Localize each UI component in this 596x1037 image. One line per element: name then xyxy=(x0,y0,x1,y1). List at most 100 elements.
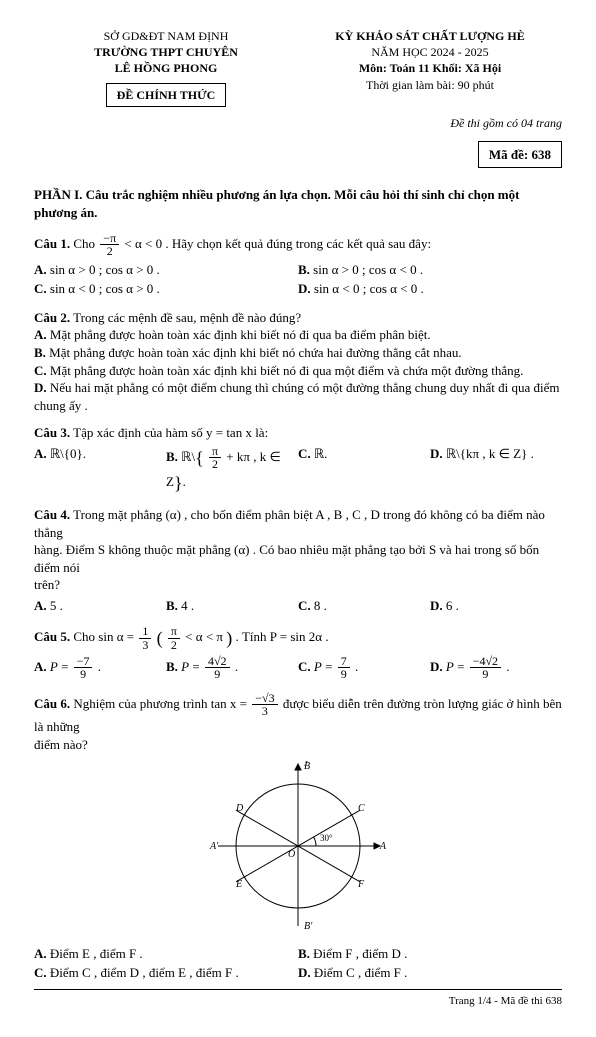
q3-d-text: ℝ\{kπ , k ∈ Z} . xyxy=(446,446,534,461)
q4-options: A. 5 . B. 4 . C. 8 . D. 6 . xyxy=(34,596,562,616)
q4-d-text: 6 . xyxy=(446,598,459,613)
q5-d-den: 9 xyxy=(470,668,501,681)
q1-options: A. sin α > 0 ; cos α > 0 . B. sin α > 0 … xyxy=(34,260,562,299)
q5-a-num: −7 xyxy=(74,655,93,669)
q6-pre: Nghiệm của phương trình tan x = xyxy=(73,696,250,711)
unit-circle-svg: A A' B B' C D E F O 30° y xyxy=(208,761,388,931)
q5-dom-den: 2 xyxy=(168,639,180,652)
q1-opt-c: C. sin α < 0 ; cos α > 0 . xyxy=(34,279,298,299)
q6-b-text: Điểm F , điểm D . xyxy=(313,946,407,961)
q5-pre: Cho sin α = xyxy=(73,630,137,645)
q1-post: . Hãy chọn kết quả đúng trong các kết qu… xyxy=(165,236,431,251)
header-left: SỞ GD&ĐT NAM ĐỊNH TRƯỜNG THPT CHUYÊN LÊ … xyxy=(34,28,298,107)
q3-b-pre: ℝ\ xyxy=(181,449,195,464)
q6-opt-c: C. Điểm C , điểm D , điểm E , điểm F . xyxy=(34,963,298,983)
q5-opt-a: A. P = −79 . xyxy=(34,654,166,682)
q6-c-text: Điểm C , điểm D , điểm E , điểm F . xyxy=(50,965,239,980)
q4-opt-b: B. 4 . xyxy=(166,596,298,616)
q3-opt-c: C. ℝ. xyxy=(298,444,430,496)
school-line1: TRƯỜNG THPT CHUYÊN xyxy=(34,44,298,60)
q3-c-text: ℝ. xyxy=(314,446,328,461)
q5-post: . Tính P = sin 2α . xyxy=(235,630,328,645)
school-line2: LÊ HỒNG PHONG xyxy=(34,60,298,76)
q2-label: Câu 2. xyxy=(34,310,70,325)
q5-dom-num: π xyxy=(168,625,180,639)
header: SỞ GD&ĐT NAM ĐỊNH TRƯỜNG THPT CHUYÊN LÊ … xyxy=(34,28,562,107)
unit-circle-figure: A A' B B' C D E F O 30° y xyxy=(34,761,562,936)
dept-line: SỞ GD&ĐT NAM ĐỊNH xyxy=(34,28,298,44)
circle-label-c: C xyxy=(358,803,365,814)
q1-opt-a: A. sin α > 0 ; cos α > 0 . xyxy=(34,260,298,280)
q4-text3: trên? xyxy=(34,576,562,594)
q5-sn-den: 3 xyxy=(139,639,151,652)
circle-label-d: D xyxy=(235,803,244,814)
q2-text: Trong các mệnh đề sau, mệnh đề nào đúng? xyxy=(73,310,301,325)
q3-options: A. ℝ\{0}. B. ℝ\{ π 2 + kπ , k ∈ Z}. C. ℝ… xyxy=(34,444,562,496)
q5-sin-frac: 1 3 xyxy=(139,625,151,651)
q3-opt-a: A. ℝ\{0}. xyxy=(34,444,166,496)
q4-b-text: 4 . xyxy=(181,598,194,613)
q1-opt-b: B. sin α > 0 ; cos α < 0 . xyxy=(298,260,562,280)
q6-options: A. Điểm E , điểm F . B. Điểm F , điểm D … xyxy=(34,944,562,983)
q6-a-text: Điểm E , điểm F . xyxy=(50,946,143,961)
q6-den: 3 xyxy=(252,705,277,718)
q1-d-text: sin α < 0 ; cos α < 0 . xyxy=(314,281,424,296)
q5-c-den: 9 xyxy=(338,668,350,681)
q5-opt-d: D. P = −4√29 . xyxy=(430,654,562,682)
q1-frac-den: 2 xyxy=(100,245,119,258)
q5-dom-post: < α < π xyxy=(185,630,223,645)
q5-opt-b: B. P = 4√29 . xyxy=(166,654,298,682)
question-2: Câu 2. Trong các mệnh đề sau, mệnh đề nà… xyxy=(34,309,562,414)
q3-label: Câu 3. xyxy=(34,425,70,440)
q4-text1: Trong mặt phẳng (α) , cho bốn điểm phân … xyxy=(34,507,545,540)
q1-c-text: sin α < 0 ; cos α > 0 . xyxy=(50,281,160,296)
q6-opt-d: D. Điểm C , điểm F . xyxy=(298,963,562,983)
q5-c-num: 7 xyxy=(338,655,350,669)
q2-b-text: Mặt phẳng được hoàn toàn xác định khi bi… xyxy=(49,345,462,360)
q6-frac: −√3 3 xyxy=(252,692,277,718)
q3-opt-d: D. ℝ\{kπ , k ∈ Z} . xyxy=(430,444,562,496)
section1-title: PHẦN I. Câu trắc nghiệm nhiều phương án … xyxy=(34,186,562,221)
q3-b-den: 2 xyxy=(209,458,221,471)
q4-opt-d: D. 6 . xyxy=(430,596,562,616)
header-right: KỲ KHẢO SÁT CHẤT LƯỢNG HÈ NĂM HỌC 2024 -… xyxy=(298,28,562,107)
q2-opt-b: B. Mặt phẳng được hoàn toàn xác định khi… xyxy=(34,344,562,362)
q6-label: Câu 6. xyxy=(34,696,70,711)
q2-a-text: Mặt phẳng được hoàn toàn xác định khi bi… xyxy=(50,327,431,342)
q5-dom-frac: π 2 xyxy=(168,625,180,651)
question-1: Câu 1. Cho −π 2 < α < 0 . Hãy chọn kết q… xyxy=(34,232,562,299)
question-5: Câu 5. Cho sin α = 1 3 ( π 2 < α < π ) .… xyxy=(34,625,562,681)
exam-title: KỲ KHẢO SÁT CHẤT LƯỢNG HÈ xyxy=(298,28,562,44)
q4-text2: hàng. Điểm S không thuộc mặt phẳng (α) .… xyxy=(34,541,562,576)
q1-frac: −π 2 xyxy=(100,232,119,258)
q3-b-num: π xyxy=(209,445,221,459)
q6-opt-b: B. Điểm F , điểm D . xyxy=(298,944,562,964)
q5-sn-num: 1 xyxy=(139,625,151,639)
q1-label: Câu 1. xyxy=(34,236,70,251)
q5-options: A. P = −79 . B. P = 4√29 . C. P = 79 . D… xyxy=(34,654,562,682)
exam-year: NĂM HỌC 2024 - 2025 xyxy=(298,44,562,60)
q1-opt-d: D. sin α < 0 ; cos α < 0 . xyxy=(298,279,562,299)
circle-angle-label: 30° xyxy=(320,833,333,843)
q4-opt-c: C. 8 . xyxy=(298,596,430,616)
svg-text:y: y xyxy=(304,761,309,766)
q3-b-frac: π 2 xyxy=(209,445,221,471)
exam-subject: Môn: Toán 11 Khối: Xã Hội xyxy=(298,60,562,76)
q6-opt-a: A. Điểm E , điểm F . xyxy=(34,944,298,964)
q6-d-text: Điểm C , điểm F . xyxy=(314,965,408,980)
page-count-note: Đề thi gồm có 04 trang xyxy=(34,115,562,131)
question-3: Câu 3. Tập xác định của hàm số y = tan x… xyxy=(34,424,562,496)
q5-d-num: −4√2 xyxy=(470,655,501,669)
q2-opt-c: C. Mặt phẳng được hoàn toàn xác định khi… xyxy=(34,362,562,380)
q4-c-text: 8 . xyxy=(314,598,327,613)
circle-label-f: F xyxy=(357,879,365,890)
official-box: ĐỀ CHÍNH THỨC xyxy=(106,83,227,107)
question-4: Câu 4. Trong mặt phẳng (α) , cho bốn điể… xyxy=(34,506,562,615)
page-footer: Trang 1/4 - Mã đề thi 638 xyxy=(34,989,562,1009)
q6-num: −√3 xyxy=(252,692,277,706)
q1-cond-mid: < α < 0 xyxy=(124,236,162,251)
q4-label: Câu 4. xyxy=(34,507,70,522)
q5-b-num: 4√2 xyxy=(205,655,230,669)
q5-label: Câu 5. xyxy=(34,630,70,645)
question-6: Câu 6. Nghiệm của phương trình tan x = −… xyxy=(34,692,562,983)
